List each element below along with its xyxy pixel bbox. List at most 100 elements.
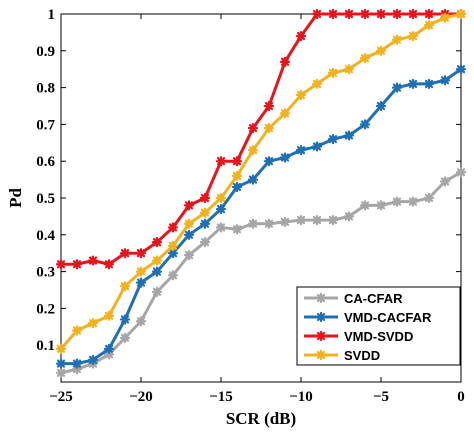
data-point-vmd-svdd bbox=[167, 222, 179, 233]
data-point-ca-cfar bbox=[103, 349, 115, 360]
data-point-svdd bbox=[391, 34, 403, 45]
y-axis-ticks: 0.1 0.2 0.3 0.4 0.5 0.6 0.7 0.8 0.9 1 bbox=[36, 7, 461, 354]
data-point-svdd bbox=[247, 145, 259, 156]
data-point-vmd-cacfar bbox=[103, 343, 115, 354]
data-point-svdd bbox=[119, 281, 131, 292]
data-point-ca-cfar bbox=[295, 214, 307, 226]
data-point-vmd-svdd bbox=[199, 192, 211, 204]
data-point-svdd bbox=[359, 53, 371, 64]
data-point-vmd-svdd bbox=[55, 259, 67, 270]
data-point-ca-cfar bbox=[391, 196, 403, 207]
data-point-vmd-cacfar bbox=[135, 277, 147, 288]
data-point-vmd-svdd bbox=[119, 248, 131, 259]
y-tick-label: 0.8 bbox=[36, 81, 55, 97]
data-point-svdd bbox=[55, 343, 67, 354]
x-tick-label: 0 bbox=[457, 389, 465, 405]
data-point-vmd-svdd bbox=[407, 8, 419, 20]
data-point-ca-cfar bbox=[167, 270, 179, 281]
data-point-svdd bbox=[311, 78, 323, 90]
data-point-vmd-cacfar bbox=[423, 78, 435, 90]
data-point-ca-cfar bbox=[151, 286, 163, 297]
data-point-vmd-cacfar bbox=[215, 203, 227, 215]
data-point-vmd-cacfar bbox=[375, 100, 387, 112]
data-point-vmd-svdd bbox=[327, 8, 339, 20]
series-layer bbox=[55, 8, 467, 378]
data-point-vmd-cacfar bbox=[279, 152, 291, 163]
data-point-vmd-svdd bbox=[295, 30, 307, 42]
legend-item-svdd: SVDD bbox=[304, 348, 380, 363]
data-point-vmd-cacfar bbox=[343, 130, 355, 141]
data-point-vmd-cacfar bbox=[247, 174, 259, 185]
data-point-vmd-cacfar bbox=[71, 358, 83, 369]
data-point-ca-cfar bbox=[71, 364, 83, 375]
x-tick-label: −20 bbox=[129, 389, 153, 405]
data-point-vmd-cacfar bbox=[295, 145, 307, 156]
data-point-ca-cfar bbox=[455, 167, 467, 178]
data-point-ca-cfar bbox=[263, 218, 275, 229]
legend-marker bbox=[315, 292, 327, 304]
legend-item-vmd-cacfar: VMD-CACFAR bbox=[304, 310, 432, 325]
data-point-svdd bbox=[103, 310, 115, 321]
x-tick-label: −15 bbox=[209, 389, 233, 405]
data-point-vmd-svdd bbox=[103, 259, 115, 270]
data-point-vmd-cacfar bbox=[439, 75, 451, 86]
data-point-vmd-cacfar bbox=[407, 78, 419, 90]
data-point-vmd-svdd bbox=[263, 100, 275, 112]
x-axis-ticks: −25 −20 −15 −10 −5 0 bbox=[49, 14, 465, 405]
data-point-vmd-svdd bbox=[135, 248, 147, 259]
data-point-svdd bbox=[215, 192, 227, 204]
x-tick-label: −25 bbox=[49, 389, 73, 405]
data-point-vmd-cacfar bbox=[391, 82, 403, 93]
data-point-vmd-cacfar bbox=[119, 314, 131, 325]
data-point-ca-cfar bbox=[423, 192, 435, 204]
legend-label: VMD-SVDD bbox=[344, 329, 413, 344]
data-point-ca-cfar bbox=[311, 214, 323, 226]
data-point-ca-cfar bbox=[119, 332, 131, 343]
data-point-vmd-cacfar bbox=[327, 134, 339, 145]
y-tick-label: 0.7 bbox=[36, 117, 55, 133]
data-point-svdd bbox=[407, 30, 419, 42]
y-tick-label: 0.1 bbox=[36, 338, 55, 354]
data-point-vmd-svdd bbox=[215, 156, 227, 167]
data-point-ca-cfar bbox=[55, 367, 67, 378]
data-point-svdd bbox=[87, 318, 99, 329]
data-point-ca-cfar bbox=[439, 176, 451, 187]
legend: CA-CFAR VMD-CACFAR VMD-SVDD SVDD bbox=[296, 286, 461, 366]
legend-marker bbox=[315, 311, 327, 323]
data-point-vmd-svdd bbox=[311, 8, 323, 20]
x-tick-label: −5 bbox=[373, 389, 389, 405]
data-point-vmd-svdd bbox=[279, 56, 291, 67]
data-point-vmd-svdd bbox=[343, 8, 355, 20]
legend-label: SVDD bbox=[344, 348, 380, 363]
data-point-vmd-svdd bbox=[151, 237, 163, 248]
x-axis-title: SCR (dB) bbox=[226, 409, 296, 428]
y-tick-label: 0.4 bbox=[36, 228, 55, 244]
data-point-svdd bbox=[439, 12, 451, 23]
data-point-ca-cfar bbox=[183, 249, 195, 261]
y-tick-label: 0.6 bbox=[36, 154, 55, 170]
data-point-vmd-cacfar bbox=[167, 248, 179, 259]
data-point-ca-cfar bbox=[359, 200, 371, 211]
data-point-svdd bbox=[231, 170, 243, 182]
x-tick-label: −10 bbox=[289, 389, 313, 405]
data-point-vmd-svdd bbox=[375, 8, 387, 20]
y-tick-label: 1 bbox=[48, 7, 56, 23]
data-point-vmd-cacfar bbox=[311, 141, 323, 152]
data-point-ca-cfar bbox=[343, 211, 355, 222]
data-point-svdd bbox=[295, 89, 307, 101]
data-point-vmd-svdd bbox=[391, 8, 403, 20]
data-point-vmd-cacfar bbox=[151, 266, 163, 277]
data-point-svdd bbox=[135, 266, 147, 277]
data-point-ca-cfar bbox=[407, 196, 419, 207]
y-tick-label: 0.5 bbox=[36, 191, 55, 207]
data-point-ca-cfar bbox=[247, 218, 259, 229]
data-point-ca-cfar bbox=[231, 224, 243, 235]
data-point-vmd-svdd bbox=[71, 259, 83, 270]
data-point-svdd bbox=[343, 64, 355, 75]
data-point-vmd-cacfar bbox=[231, 181, 243, 193]
data-point-vmd-svdd bbox=[423, 8, 435, 20]
data-point-vmd-cacfar bbox=[263, 156, 275, 167]
legend-marker bbox=[315, 330, 327, 342]
data-point-svdd bbox=[375, 45, 387, 56]
